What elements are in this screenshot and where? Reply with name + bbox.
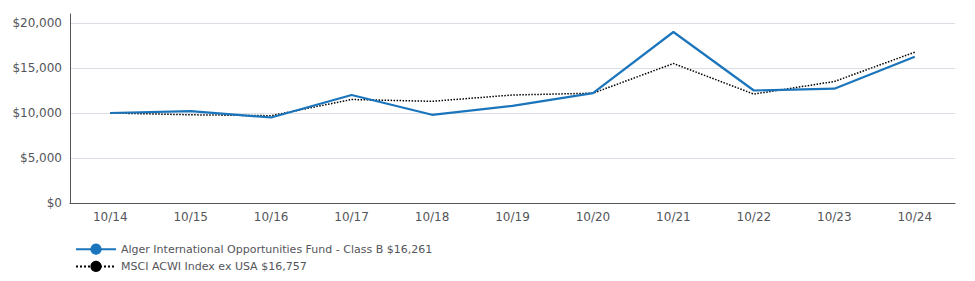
svg-text:10/22: 10/22 <box>737 210 772 224</box>
svg-text:10/17: 10/17 <box>334 210 369 224</box>
svg-text:10/16: 10/16 <box>254 210 289 224</box>
svg-text:10/23: 10/23 <box>817 210 852 224</box>
svg-text:MSCI ACWI Index ex USA $16,757: MSCI ACWI Index ex USA $16,757 <box>121 260 307 273</box>
svg-text:$20,000: $20,000 <box>12 16 62 30</box>
svg-text:10/18: 10/18 <box>415 210 450 224</box>
svg-text:$5,000: $5,000 <box>20 151 62 165</box>
svg-text:10/20: 10/20 <box>576 210 611 224</box>
svg-text:10/14: 10/14 <box>93 210 128 224</box>
svg-text:10/15: 10/15 <box>173 210 208 224</box>
svg-text:$10,000: $10,000 <box>12 106 62 120</box>
svg-text:$0: $0 <box>47 196 62 210</box>
svg-text:10/24: 10/24 <box>897 210 932 224</box>
svg-text:$15,000: $15,000 <box>12 61 62 75</box>
svg-text:Alger International Opportunit: Alger International Opportunities Fund -… <box>121 243 432 256</box>
svg-text:10/19: 10/19 <box>495 210 530 224</box>
svg-text:10/21: 10/21 <box>656 210 691 224</box>
